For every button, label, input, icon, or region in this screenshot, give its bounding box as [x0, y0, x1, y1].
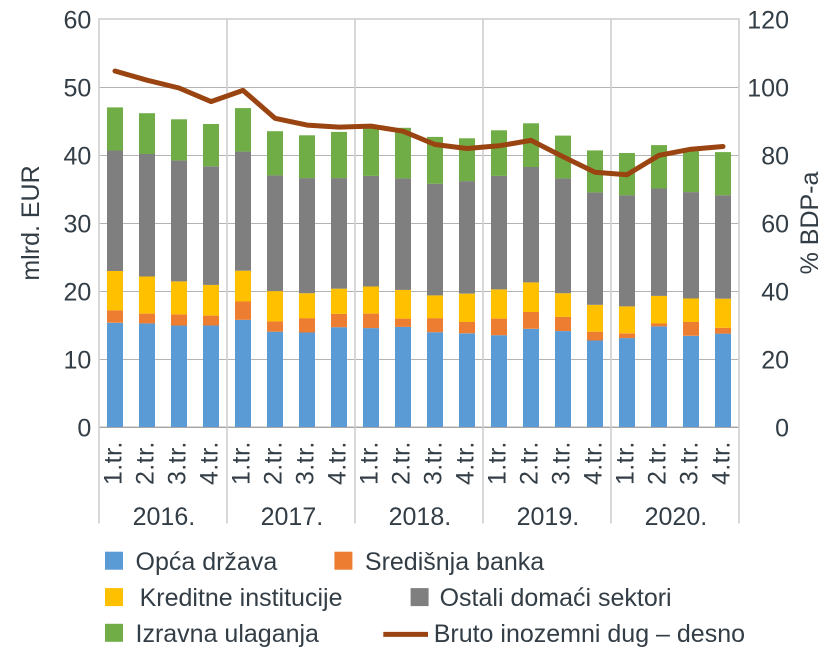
- svg-text:3.tr.: 3.tr.: [292, 441, 320, 485]
- svg-text:mlrd. EUR: mlrd. EUR: [17, 165, 45, 280]
- svg-text:40: 40: [761, 278, 789, 306]
- svg-text:Središnja banka: Središnja banka: [365, 548, 544, 576]
- svg-text:2.tr.: 2.tr.: [644, 441, 672, 485]
- svg-text:2020.: 2020.: [645, 503, 708, 531]
- svg-text:60: 60: [761, 210, 789, 238]
- svg-text:1.tr.: 1.tr.: [612, 441, 640, 485]
- svg-text:1.tr.: 1.tr.: [100, 441, 128, 485]
- svg-text:50: 50: [63, 74, 91, 102]
- svg-text:2018.: 2018.: [389, 503, 452, 531]
- svg-text:0: 0: [775, 414, 789, 442]
- svg-text:3.tr.: 3.tr.: [548, 441, 576, 485]
- svg-text:2017.: 2017.: [261, 503, 324, 531]
- svg-text:4.tr.: 4.tr.: [580, 441, 608, 485]
- svg-text:0: 0: [77, 414, 91, 442]
- svg-text:80: 80: [761, 142, 789, 170]
- svg-text:2.tr.: 2.tr.: [132, 441, 160, 485]
- svg-text:4.tr.: 4.tr.: [708, 441, 736, 485]
- svg-text:20: 20: [63, 278, 91, 306]
- svg-text:40: 40: [63, 142, 91, 170]
- svg-text:4.tr.: 4.tr.: [196, 441, 224, 485]
- svg-text:30: 30: [63, 210, 91, 238]
- svg-text:4.tr.: 4.tr.: [324, 441, 352, 485]
- svg-text:Ostali domaći sektori: Ostali domaći sektori: [440, 584, 672, 612]
- svg-text:3.tr.: 3.tr.: [420, 441, 448, 485]
- svg-text:3.tr.: 3.tr.: [676, 441, 704, 485]
- svg-text:Bruto inozemni dug – desno: Bruto inozemni dug – desno: [434, 620, 745, 648]
- svg-text:2019.: 2019.: [517, 503, 580, 531]
- svg-text:1.tr.: 1.tr.: [484, 441, 512, 485]
- svg-text:2.tr.: 2.tr.: [260, 441, 288, 485]
- svg-text:2.tr.: 2.tr.: [516, 441, 544, 485]
- svg-text:1.tr.: 1.tr.: [228, 441, 256, 485]
- svg-text:120: 120: [747, 6, 789, 34]
- svg-text:Izravna ulaganja: Izravna ulaganja: [136, 620, 320, 648]
- svg-text:1.tr.: 1.tr.: [356, 441, 384, 485]
- svg-text:% BDP-a: % BDP-a: [796, 172, 824, 275]
- svg-text:3.tr.: 3.tr.: [164, 441, 192, 485]
- svg-text:Kreditne institucije: Kreditne institucije: [140, 584, 343, 612]
- svg-text:60: 60: [63, 6, 91, 34]
- svg-text:Opća država: Opća država: [136, 548, 278, 576]
- svg-text:2016.: 2016.: [133, 503, 196, 531]
- svg-text:100: 100: [747, 74, 789, 102]
- svg-text:20: 20: [761, 346, 789, 374]
- svg-text:4.tr.: 4.tr.: [452, 441, 480, 485]
- svg-text:10: 10: [63, 346, 91, 374]
- svg-text:2.tr.: 2.tr.: [388, 441, 416, 485]
